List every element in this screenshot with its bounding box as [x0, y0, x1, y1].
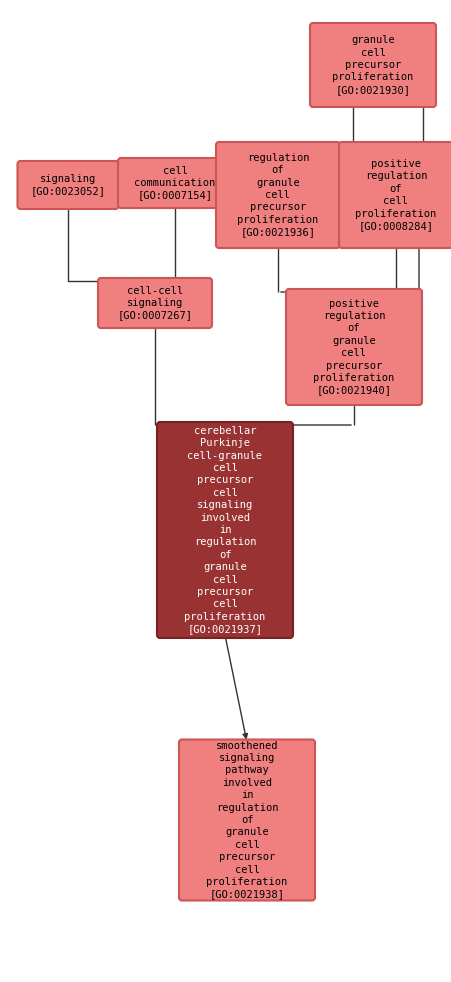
FancyBboxPatch shape — [118, 158, 232, 208]
Text: smoothened
signaling
pathway
involved
in
regulation
of
granule
cell
precursor
ce: smoothened signaling pathway involved in… — [207, 740, 288, 900]
FancyBboxPatch shape — [157, 422, 293, 638]
FancyBboxPatch shape — [98, 278, 212, 328]
FancyBboxPatch shape — [216, 142, 340, 248]
FancyBboxPatch shape — [339, 142, 451, 248]
FancyBboxPatch shape — [18, 161, 119, 209]
FancyBboxPatch shape — [179, 739, 315, 900]
Text: cerebellar
Purkinje
cell-granule
cell
precursor
cell
signaling
involved
in
regul: cerebellar Purkinje cell-granule cell pr… — [184, 426, 266, 634]
Text: granule
cell
precursor
proliferation
[GO:0021930]: granule cell precursor proliferation [GO… — [332, 35, 414, 95]
Text: positive
regulation
of
cell
proliferation
[GO:0008284]: positive regulation of cell proliferatio… — [355, 159, 437, 231]
Text: positive
regulation
of
granule
cell
precursor
proliferation
[GO:0021940]: positive regulation of granule cell prec… — [313, 299, 395, 396]
Text: cell
communication
[GO:0007154]: cell communication [GO:0007154] — [134, 166, 216, 200]
Text: cell-cell
signaling
[GO:0007267]: cell-cell signaling [GO:0007267] — [118, 286, 193, 320]
Text: signaling
[GO:0023052]: signaling [GO:0023052] — [31, 174, 106, 196]
FancyBboxPatch shape — [310, 23, 436, 107]
Text: regulation
of
granule
cell
precursor
proliferation
[GO:0021936]: regulation of granule cell precursor pro… — [237, 153, 318, 238]
FancyBboxPatch shape — [286, 289, 422, 405]
